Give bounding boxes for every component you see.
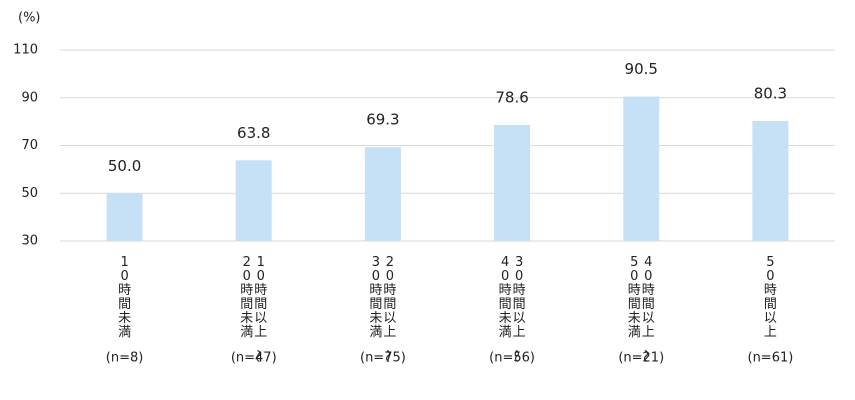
n-label: (n=75) — [360, 351, 406, 366]
bar — [494, 124, 531, 241]
bar — [752, 120, 789, 241]
value-label: 69.3 — [366, 111, 399, 129]
x-tick-label: 1 0 時間未満 — [118, 255, 131, 340]
n-label: (n=21) — [618, 351, 664, 366]
x-tick-label: 5 0 時間以上 — [764, 255, 777, 340]
unit-label: (%) — [18, 11, 41, 26]
y-tick-label: 50 — [21, 186, 38, 201]
bar — [106, 193, 143, 241]
n-label: (n=8) — [106, 351, 144, 366]
x-tick-label: 1 0 時間以上～2 0 時間未満 — [240, 255, 267, 363]
y-tick-label: 70 — [21, 138, 38, 153]
x-tick-label: 3 0 時間以上～4 0 時間未満 — [499, 255, 526, 363]
y-tick-label: 110 — [13, 43, 38, 58]
value-label: 50.0 — [108, 157, 141, 175]
value-label: 63.8 — [237, 124, 270, 142]
x-tick-label: 4 0 時間以上～5 0 時間未満 — [628, 255, 655, 363]
x-tick-label: 2 0 時間以上～3 0 時間未満 — [369, 255, 396, 363]
bar — [364, 147, 401, 241]
bar — [235, 160, 272, 241]
y-tick-label: 90 — [21, 90, 38, 105]
n-label: (n=47) — [231, 351, 277, 366]
bar — [623, 96, 660, 242]
value-label: 78.6 — [495, 88, 528, 106]
value-label: 80.3 — [754, 84, 787, 102]
value-label: 90.5 — [625, 60, 658, 78]
n-label: (n=61) — [748, 351, 794, 366]
n-label: (n=56) — [489, 351, 535, 366]
y-tick-label: 30 — [21, 234, 38, 249]
